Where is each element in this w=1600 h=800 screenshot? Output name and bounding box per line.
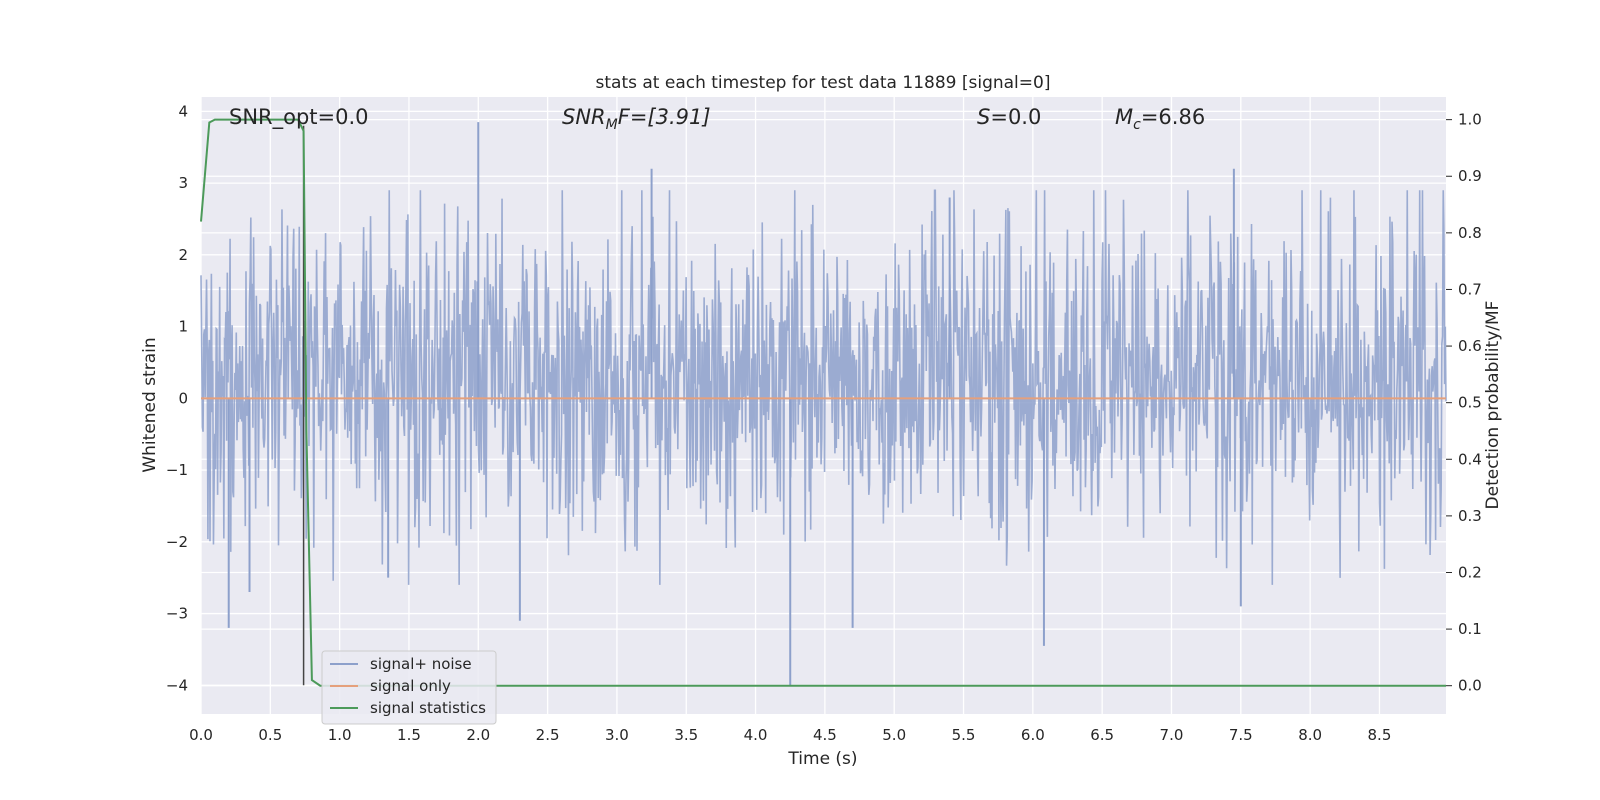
legend-label-signal-only: signal only	[370, 677, 451, 695]
annotation-snr-mf-sub: M	[606, 117, 618, 133]
y2-tick-label: 0.4	[1458, 450, 1482, 468]
y-tick-label: −2	[166, 533, 188, 551]
y-tick-label: 1	[178, 318, 188, 336]
signal-statistics-line	[200, 118, 1446, 687]
x-tick-label: 1.5	[397, 726, 421, 744]
x-tick-label: 1.0	[328, 726, 352, 744]
y2-tick-label: 0.0	[1458, 677, 1482, 695]
x-tick-label: 4.5	[813, 726, 837, 744]
y2-tick-label: 0.8	[1458, 224, 1482, 242]
y2-tick-label: 0.3	[1458, 507, 1482, 525]
annotation-snr-opt: SNR_opt=0.0	[229, 105, 369, 130]
annotation-snr-mf-rest: F=[3.91]	[618, 105, 711, 129]
x-tick-label: 3.5	[674, 726, 698, 744]
legend-box	[321, 650, 497, 725]
annotation-mc: Mc=6.86	[1115, 105, 1205, 133]
annotation-s: S=0.0	[977, 105, 1041, 129]
y-tick-label: 2	[178, 246, 188, 264]
y2-tick-label: 1.0	[1458, 111, 1482, 129]
x-tick-label: 8.5	[1368, 726, 1392, 744]
annotation-mc-base: M	[1115, 105, 1133, 129]
annotation-s-base: S	[977, 105, 990, 129]
y-tick-label: 3	[178, 174, 188, 192]
y-tick-labels: 4 3 2 1 0 −1 −2 −3 −4	[166, 102, 188, 694]
x-tick-labels: 0.0 0.5 1.0 1.5 2.0 2.5 3.0 3.5 4.0 4.5 5.0 5.5 6.0 6…	[189, 726, 1391, 744]
x-tick-label: 0.0	[189, 726, 213, 744]
y2-tick-label: 0.1	[1458, 620, 1482, 638]
x-tick-label: 5.0	[882, 726, 906, 744]
x-tick-label: 7.5	[1229, 726, 1253, 744]
signal-statistics-series	[200, 118, 1446, 687]
annotation-snr-mf-base: SNR	[562, 105, 606, 129]
y-tick-label: −3	[166, 605, 188, 623]
x-tick-label: 0.5	[258, 726, 282, 744]
y-tick-label: −4	[166, 676, 188, 694]
legend-label-signal-noise: signal+ noise	[370, 655, 472, 673]
y2-tick-label: 0.2	[1458, 563, 1482, 581]
x-tick-label: 7.0	[1160, 726, 1184, 744]
y-tick-label: 4	[178, 102, 188, 120]
annotation-s-rest: =0.0	[990, 105, 1041, 129]
y2-tick-label: 0.9	[1458, 167, 1482, 185]
x-tick-label: 3.0	[605, 726, 629, 744]
y2-tick-labels: 1.0 0.9 0.8 0.7 0.6 0.5 0.4 0.3 0.2 0.1 0.0	[1458, 111, 1482, 695]
x-tick-label: 2.0	[466, 726, 490, 744]
x-tick-label: 6.5	[1090, 726, 1114, 744]
x-tick-label: 4.0	[744, 726, 768, 744]
y-axis-label: Whitened strain	[140, 337, 160, 472]
signal-noise-series	[200, 122, 1447, 686]
y2-axis-label: Detection probability/MF	[1483, 301, 1503, 510]
y2-tick-label: 0.7	[1458, 280, 1482, 298]
annotation-mc-rest: =6.86	[1141, 105, 1205, 129]
x-tick-label: 8.0	[1298, 726, 1322, 744]
x-tick-label: 2.5	[536, 726, 560, 744]
legend-label-signal-statistics: signal statistics	[370, 699, 486, 717]
legend: signal+ noise signal only signal statist…	[321, 650, 497, 725]
y2-tick-label: 0.5	[1458, 394, 1482, 412]
x-axis-label: Time (s)	[787, 749, 857, 769]
y-tick-label: 0	[178, 389, 188, 407]
y-tick-label: −1	[166, 461, 188, 479]
x-tick-label: 6.0	[1021, 726, 1045, 744]
chart-title: stats at each timestep for test data 118…	[596, 73, 1051, 93]
annotation-mc-sub: c	[1133, 117, 1141, 133]
y2-tick-label: 0.6	[1458, 337, 1482, 355]
annotation-snr-mf: SNRMF=[3.91]	[562, 105, 711, 133]
x-tick-label: 5.5	[952, 726, 976, 744]
